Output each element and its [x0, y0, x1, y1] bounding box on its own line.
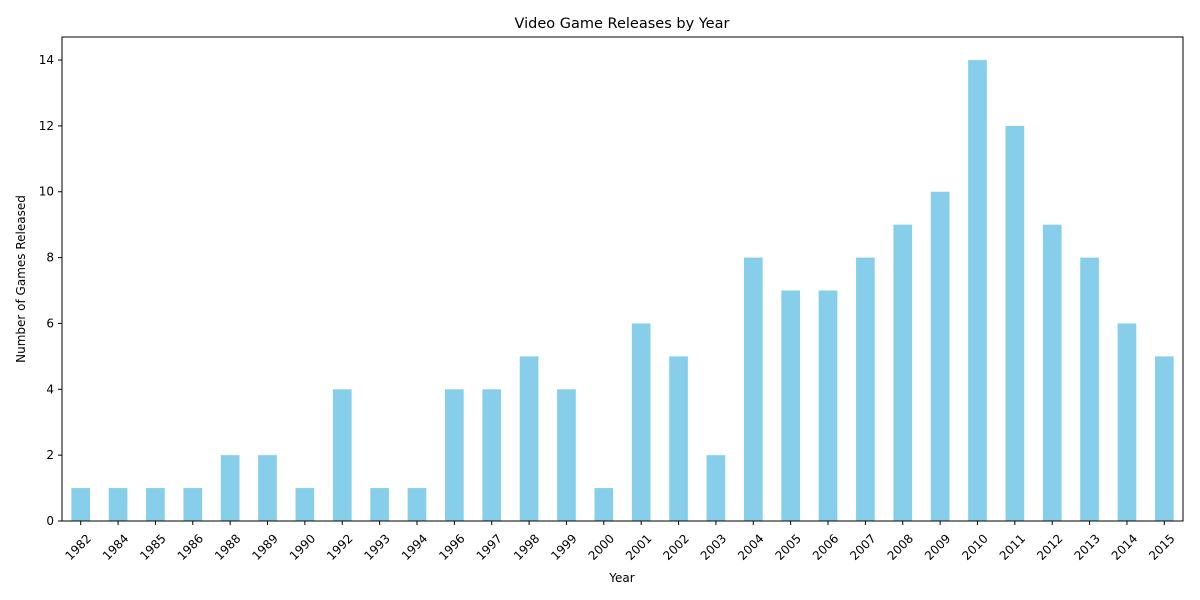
x-tick-label: 2008 [885, 531, 916, 562]
bar-1985 [146, 488, 165, 521]
y-tick-label: 2 [46, 448, 54, 462]
bar-1994 [407, 488, 427, 521]
bar-2013 [1080, 257, 1099, 521]
y-tick-label: 10 [39, 185, 54, 199]
bar-2003 [706, 455, 726, 521]
bar-2001 [631, 323, 651, 521]
bar-1989 [258, 455, 277, 521]
x-tick-label: 1997 [474, 531, 505, 562]
x-tick-label: 2011 [997, 531, 1028, 562]
bar-2006 [818, 290, 838, 521]
y-axis-ticks: 0 2 4 6 8 10 12 14 [39, 53, 62, 528]
x-tick-label: 2002 [660, 531, 691, 562]
bar-1997 [482, 389, 502, 521]
y-tick-label: 6 [46, 316, 54, 330]
x-tick-label: 1988 [212, 531, 243, 562]
bar-1990 [295, 488, 315, 521]
x-tick-label: 1990 [287, 531, 318, 562]
y-axis-label: Number of Games Released [14, 195, 28, 363]
x-tick-label: 1989 [249, 531, 280, 562]
bar-2007 [856, 257, 875, 521]
bar-2011 [1005, 125, 1025, 522]
x-tick-label: 2006 [810, 531, 841, 562]
bar-2014 [1117, 323, 1137, 521]
bars [71, 60, 1174, 522]
x-tick-label: 2012 [1034, 531, 1065, 562]
bar-2008 [893, 224, 913, 522]
x-tick-label: 2010 [959, 531, 990, 562]
y-tick-label: 4 [46, 382, 54, 396]
bar-2004 [743, 257, 763, 521]
x-tick-label: 2007 [847, 531, 878, 562]
x-tick-label: 1998 [511, 531, 542, 562]
x-tick-label: 2001 [623, 531, 654, 562]
bar-1986 [183, 488, 203, 521]
bar-1982 [71, 488, 91, 521]
bar-2002 [669, 356, 688, 521]
chart-title: Video Game Releases by Year [515, 16, 730, 32]
bar-1993 [370, 488, 389, 521]
y-tick-label: 12 [39, 119, 54, 133]
x-tick-label: 1992 [324, 531, 355, 562]
x-tick-label: 1994 [399, 531, 430, 562]
bar-2010 [968, 60, 987, 522]
x-tick-label: 1986 [175, 531, 206, 562]
x-tick-label: 2014 [1109, 531, 1140, 562]
bar-2015 [1154, 356, 1174, 521]
bar-2000 [594, 488, 614, 521]
bar-2009 [930, 191, 950, 521]
bar-1992 [332, 389, 352, 521]
y-tick-label: 14 [39, 53, 54, 67]
x-tick-label: 2009 [922, 531, 953, 562]
x-tick-label: 1984 [100, 531, 131, 562]
bar-1999 [557, 389, 576, 521]
x-tick-label: 2015 [1146, 531, 1177, 562]
x-tick-label: 1993 [361, 531, 392, 562]
x-tick-label: 2005 [772, 531, 803, 562]
x-axis-ticks: 1982 1984 1985 1986 1988 1989 1990 1992 1993 1994… [63, 521, 1178, 563]
bar-2012 [1042, 224, 1062, 522]
y-tick-label: 8 [46, 251, 54, 265]
bar-1996 [445, 389, 464, 521]
bar-1998 [519, 356, 539, 521]
bar-2005 [781, 290, 800, 521]
bar-1988 [220, 455, 240, 521]
x-tick-label: 2000 [586, 531, 617, 562]
x-tick-label: 1985 [137, 531, 168, 562]
x-axis-label: Year [608, 571, 634, 585]
x-tick-label: 1999 [548, 531, 579, 562]
y-tick-label: 0 [46, 514, 54, 528]
x-tick-label: 2004 [735, 531, 766, 562]
bar-1984 [108, 488, 128, 521]
x-tick-label: 2013 [1071, 531, 1102, 562]
plot-frame [61, 36, 1184, 522]
x-tick-label: 2003 [698, 531, 729, 562]
x-tick-label: 1982 [63, 531, 94, 562]
x-tick-label: 1996 [436, 531, 467, 562]
